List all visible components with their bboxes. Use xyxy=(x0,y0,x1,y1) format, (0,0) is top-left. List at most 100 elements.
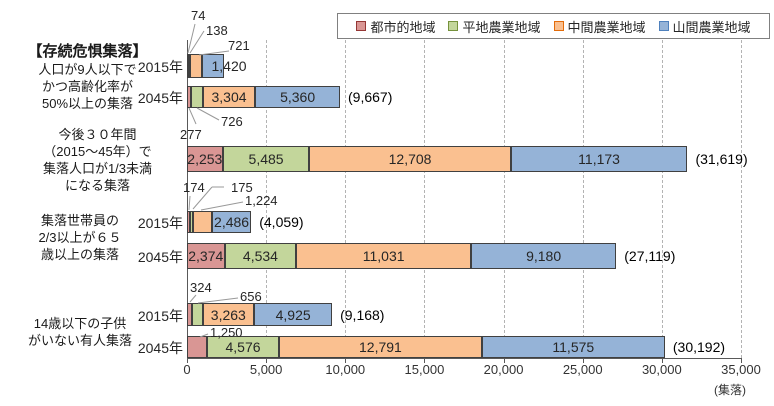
x-axis-tick-label: 35,000 xyxy=(721,362,761,377)
bar-value-label: 4,534 xyxy=(242,248,278,264)
leader-line xyxy=(187,23,196,54)
bar-value-label: 12,791 xyxy=(359,339,402,355)
group-label-line: になる集落 xyxy=(64,178,130,193)
group-label-line: （2015～45年）で xyxy=(43,144,152,159)
bar-segment-都市的地域 xyxy=(187,243,225,269)
gridline xyxy=(741,40,742,358)
leader-line xyxy=(188,195,191,211)
x-axis-tick xyxy=(582,358,584,363)
gridline xyxy=(503,40,505,358)
year-label: 2045年 xyxy=(137,249,183,265)
bar-value-label: 2,486 xyxy=(214,214,250,230)
bar-value-callout: 726 xyxy=(221,114,243,129)
group-label-3: 14歳以下の子供 がいない有人集落 xyxy=(0,315,160,349)
bar-value-label: 11,575 xyxy=(552,339,595,355)
bar-segment-平地農業地域 xyxy=(192,303,203,326)
bar-value-callout: 1,250 xyxy=(210,325,243,340)
bar-segment-平地農業地域 xyxy=(191,86,203,108)
bar-value-label: 11,031 xyxy=(362,248,405,264)
leader-line xyxy=(200,201,244,211)
group-label-line: 今後３０年間 xyxy=(58,127,137,142)
group-label-2: 集落世帯員の 2/3以上が６５ 歳以上の集落 xyxy=(0,212,160,263)
bar-segment-山間農業地域 xyxy=(211,211,252,233)
bar-value-label: 5,360 xyxy=(280,89,316,105)
x-axis-tick-label: 5,000 xyxy=(249,362,283,377)
axis-unit-label: (集落) xyxy=(714,383,746,397)
bar-value-callout: 74 xyxy=(191,8,206,23)
legend-label: 山間農業地域 xyxy=(672,19,751,35)
group-label-line: 【存続危惧集落】 xyxy=(27,43,148,60)
bar-segment-中間農業地域 xyxy=(279,336,482,358)
year-label: 2015年 xyxy=(137,59,183,75)
bar-segment-山間農業地域 xyxy=(255,86,340,108)
bar-segment-中間農業地域 xyxy=(202,303,255,326)
bar-segment-中間農業地域 xyxy=(309,146,511,172)
x-axis-tick xyxy=(345,358,347,363)
group-label-0: 【存続危惧集落】 人口が9人以下で かつ高齢化率が 50%以上の集落 xyxy=(0,42,175,112)
bar-segment-平地農業地域 xyxy=(189,211,193,233)
bar-value-label: 9,180 xyxy=(526,248,562,264)
bar-segment-山間農業地域 xyxy=(470,243,617,269)
bar-total-label: (9,168) xyxy=(340,306,385,323)
bar-segment-山間農業地域 xyxy=(254,303,333,326)
bar-total-label: (27,119) xyxy=(624,248,676,264)
bar-segment-中間農業地域 xyxy=(192,211,212,233)
group-label-line: がいない有人集落 xyxy=(27,333,132,348)
year-label: 2045年 xyxy=(137,90,183,106)
group-label-line: 集落人口が1/3未満 xyxy=(42,161,153,176)
group-label-line: 50%以上の集落 xyxy=(41,96,134,111)
gridline xyxy=(661,40,663,358)
bar-segment-山間農業地域 xyxy=(510,146,688,172)
bar-value-callout: 656 xyxy=(240,289,262,304)
gridline xyxy=(266,40,268,358)
leader-line xyxy=(196,107,220,121)
bar-segment-平地農業地域 xyxy=(188,54,191,78)
bar-segment-平地農業地域 xyxy=(224,243,297,269)
bar-value-label: 1,420 xyxy=(211,58,247,74)
x-axis-tick xyxy=(424,358,426,363)
bar-segment-中間農業地域 xyxy=(202,86,256,108)
year-label: 2015年 xyxy=(137,215,183,231)
bar-value-label: 5,485 xyxy=(248,151,284,167)
bar-value-callout: 175 xyxy=(231,180,253,195)
bar-total-label: (31,619) xyxy=(695,151,748,167)
gridline xyxy=(582,40,584,358)
x-axis-tick xyxy=(503,358,505,363)
group-label-1: 今後３０年間 （2015～45年）で 集落人口が1/3未満 になる集落 xyxy=(0,126,195,194)
x-axis-tick-label: 15,000 xyxy=(404,362,445,377)
group-label-line: かつ高齢化率が xyxy=(41,79,133,94)
legend-label: 中間農業地域 xyxy=(567,19,646,35)
bar-value-callout: 277 xyxy=(180,127,202,142)
legend-item-1: 平地農業地域 xyxy=(448,17,541,36)
x-axis-tick-label: 20,000 xyxy=(483,362,524,377)
gridline xyxy=(345,40,347,358)
bar-value-label: 3,263 xyxy=(210,306,246,323)
legend-marker-icon xyxy=(658,21,669,31)
bar-value-label: 12,708 xyxy=(388,151,432,167)
bar-segment-都市的地域 xyxy=(187,211,190,233)
year-label: 2015年 xyxy=(137,307,183,324)
leader-line xyxy=(189,294,197,303)
legend-item-0: 都市的地域 xyxy=(356,17,435,36)
x-axis-tick xyxy=(266,358,268,363)
bar-value-callout: 721 xyxy=(228,38,250,53)
bar-segment-中間農業地域 xyxy=(190,54,202,78)
bar-value-callout: 1,224 xyxy=(245,193,278,208)
bar-segment-都市的地域 xyxy=(187,303,193,326)
legend-item-3: 山間農業地域 xyxy=(658,17,751,36)
group-label-line: 人口が9人以下で xyxy=(38,62,137,77)
x-axis-tick xyxy=(661,358,663,363)
x-axis-tick xyxy=(741,358,742,363)
chart-legend: 都市的地域 平地農業地域 中間農業地域 山間農業地域 xyxy=(337,13,770,39)
bar-value-label: 4,576 xyxy=(225,339,261,355)
y-axis-line xyxy=(187,40,188,358)
group-label-line: 2/3以上が６５ xyxy=(38,230,122,245)
legend-marker-icon xyxy=(448,21,459,31)
x-axis-line xyxy=(187,358,741,359)
group-label-line: 14歳以下の子供 xyxy=(33,316,127,331)
group-label-line: 集落世帯員の xyxy=(40,213,119,228)
legend-marker-icon xyxy=(356,21,367,31)
bar-value-callout: 174 xyxy=(183,180,205,195)
x-axis-tick-label: 0 xyxy=(183,362,191,377)
